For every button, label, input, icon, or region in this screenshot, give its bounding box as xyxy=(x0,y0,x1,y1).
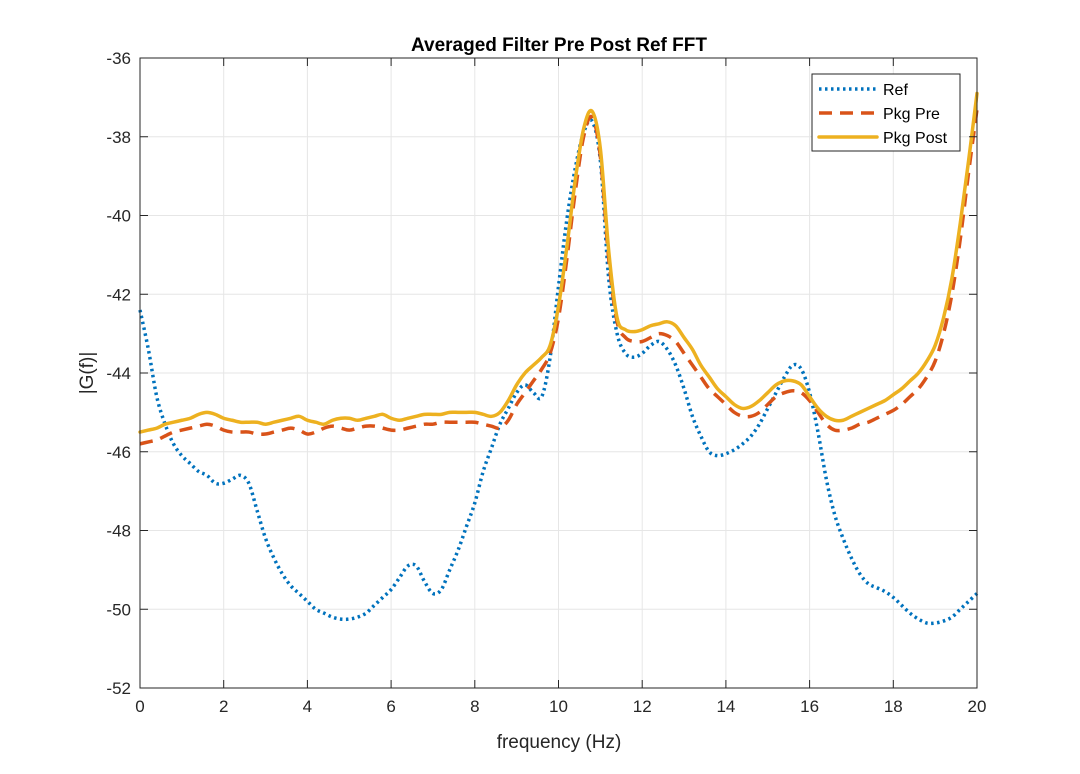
y-tick-label: -40 xyxy=(106,207,131,226)
x-axis-label: frequency (Hz) xyxy=(497,732,622,753)
legend-label-ref: Ref xyxy=(883,82,908,99)
x-tick-label: 6 xyxy=(386,697,395,716)
x-tick-label: 14 xyxy=(716,697,735,716)
x-tick-label: 20 xyxy=(968,697,987,716)
x-tick-label: 12 xyxy=(633,697,652,716)
legend-label-pkg-pre: Pkg Pre xyxy=(883,106,940,123)
y-tick-label: -48 xyxy=(106,522,131,541)
y-axis-label: |G(f)| xyxy=(77,352,98,395)
x-tick-label: 10 xyxy=(549,697,568,716)
y-tick-label: -44 xyxy=(106,364,131,383)
x-tick-label: 8 xyxy=(470,697,479,716)
x-tick-label: 0 xyxy=(135,697,144,716)
y-tick-label: -50 xyxy=(106,600,131,619)
chart-title: Averaged Filter Pre Post Ref FFT xyxy=(411,35,707,56)
legend: Ref Pkg Pre Pkg Post xyxy=(811,73,961,152)
series-line-pkg-pre xyxy=(139,108,979,446)
x-tick-label: 18 xyxy=(884,697,903,716)
y-tick-label: -52 xyxy=(106,679,131,698)
series-line-ref xyxy=(138,118,979,626)
y-tick-label: -42 xyxy=(106,285,131,304)
x-tick-label: 16 xyxy=(800,697,819,716)
x-tick-label: 2 xyxy=(219,697,228,716)
series-layer xyxy=(138,91,979,626)
y-tick-label: -38 xyxy=(106,128,131,147)
legend-label-pkg-post: Pkg Post xyxy=(883,130,948,147)
x-tick-label: 4 xyxy=(303,697,312,716)
y-tick-label: -36 xyxy=(106,49,131,68)
ticks: 0 2 4 6 8 10 12 14 16 18 20 -52 -50 -48 -46 -44 -42 -40 -3… xyxy=(106,49,986,716)
series-line-pkg-post xyxy=(138,91,979,434)
y-tick-label: -46 xyxy=(106,443,131,462)
